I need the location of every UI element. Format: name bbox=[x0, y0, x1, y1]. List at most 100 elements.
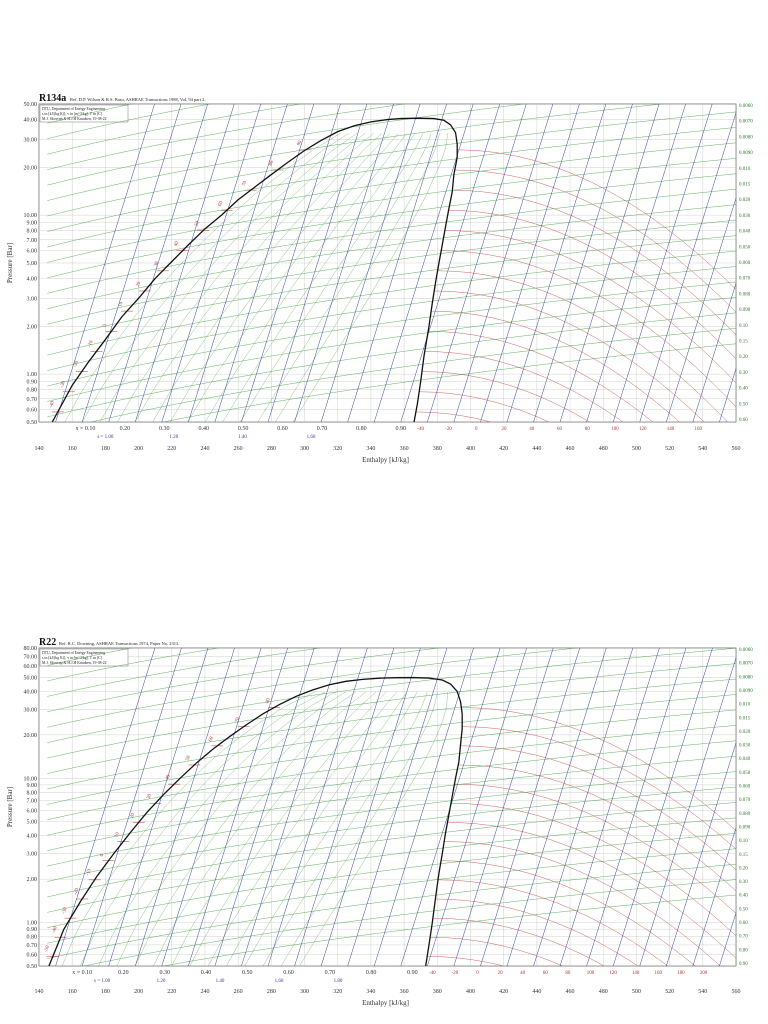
isochore-line bbox=[47, 694, 736, 790]
x-tick-label: 380 bbox=[433, 446, 442, 452]
isochore-dome-line bbox=[61, 691, 315, 966]
y-tick-label: 3.00 bbox=[27, 852, 38, 858]
isotherm-line bbox=[430, 937, 564, 966]
isotherm-line bbox=[457, 149, 736, 290]
x-tick-label: 500 bbox=[632, 446, 641, 452]
isochore-line bbox=[47, 104, 526, 186]
isotherm-label: -20 bbox=[73, 887, 80, 895]
isotherm-x-label: 100 bbox=[611, 427, 619, 432]
y-tick-label: 6.00 bbox=[27, 808, 38, 814]
isochore-line bbox=[47, 250, 736, 356]
x-tick-label: 240 bbox=[200, 446, 209, 452]
x-axis-label: Enthalpy [kJ/kg] bbox=[362, 456, 409, 464]
isentrope-line bbox=[267, 648, 368, 966]
saturation-dome bbox=[51, 117, 458, 422]
isentrope-line bbox=[55, 104, 155, 422]
volume-label: 0.40 bbox=[739, 894, 748, 899]
isentrope-line bbox=[692, 827, 736, 966]
isochore-line bbox=[47, 771, 736, 867]
isotherm-x-label: -20 bbox=[445, 427, 452, 432]
isotherm-line bbox=[460, 745, 736, 871]
isochore-line bbox=[47, 740, 736, 836]
quality-label: 0.80 bbox=[366, 970, 377, 976]
isochore-line bbox=[47, 173, 736, 279]
entropy-label: 1.60 bbox=[307, 435, 316, 440]
volume-label: 0.050 bbox=[739, 245, 751, 250]
isochore-line bbox=[47, 802, 736, 898]
x-tick-label: 220 bbox=[167, 989, 176, 995]
volume-label: 0.050 bbox=[739, 771, 751, 776]
isochore-dome-line bbox=[187, 133, 399, 422]
isentrope-line bbox=[400, 648, 501, 966]
entropy-label: 1.80 bbox=[334, 979, 343, 984]
x-tick-label: 260 bbox=[234, 446, 243, 452]
quality-label: 0.60 bbox=[283, 970, 294, 976]
isotherm-label: 0 bbox=[100, 853, 106, 858]
isochore-line bbox=[47, 104, 302, 155]
isotherm-x-label: 0 bbox=[476, 971, 479, 976]
y-tick-label: 2.00 bbox=[27, 324, 38, 330]
isotherm-x-label: 180 bbox=[677, 971, 685, 976]
y-tick-label: 7.00 bbox=[27, 238, 38, 244]
isochore-dome-line bbox=[292, 133, 449, 422]
volume-label: 0.10 bbox=[739, 324, 748, 329]
isochore-dome-line bbox=[135, 691, 356, 966]
isotherm-line bbox=[441, 250, 736, 408]
isotherm-x-label: 20 bbox=[501, 427, 507, 432]
isentrope-line bbox=[586, 104, 686, 422]
x-tick-label: 360 bbox=[400, 989, 409, 995]
isochore-line bbox=[83, 879, 736, 966]
isentrope-line bbox=[294, 104, 394, 422]
isochore-line bbox=[47, 281, 736, 387]
entropy-label: 1.20 bbox=[170, 435, 179, 440]
isentrope-line bbox=[533, 104, 633, 422]
isochore-line bbox=[47, 104, 212, 139]
volume-label: 0.030 bbox=[739, 744, 751, 749]
isotherm-label: -50 bbox=[44, 945, 51, 953]
isotherm-label: 40 bbox=[165, 774, 172, 781]
isochores bbox=[47, 648, 736, 966]
isochore-line bbox=[47, 678, 736, 774]
y-tick-label: 20.00 bbox=[24, 733, 38, 739]
isochore-line bbox=[47, 648, 220, 682]
quality-label: 0.40 bbox=[201, 970, 212, 976]
isochore-line bbox=[47, 219, 736, 325]
y-tick-label: 8.00 bbox=[27, 790, 38, 796]
x-tick-label: 440 bbox=[532, 446, 541, 452]
y-tick-label: 9.00 bbox=[27, 220, 38, 226]
entropy-label: 1.40 bbox=[238, 435, 247, 440]
isentrope-line bbox=[453, 104, 554, 422]
isotherm-label: 50 bbox=[186, 755, 193, 762]
x-tick-label: 460 bbox=[566, 989, 575, 995]
y-tick-label: 30.00 bbox=[24, 707, 38, 713]
isotherm-x-label: 60 bbox=[557, 427, 563, 432]
volume-label: 0.15 bbox=[739, 853, 748, 858]
quality-label: 0.50 bbox=[242, 970, 253, 976]
quality-label: 0.90 bbox=[396, 426, 407, 432]
isentrope-line bbox=[81, 648, 182, 966]
quality-label: 0.80 bbox=[356, 426, 367, 432]
volume-label: 0.15 bbox=[739, 340, 748, 345]
saturation-dome bbox=[48, 676, 463, 966]
x-tick-label: 200 bbox=[134, 446, 143, 452]
isochore-line bbox=[47, 235, 736, 340]
volume-label: 0.70 bbox=[739, 935, 748, 940]
isochore-line bbox=[47, 786, 736, 882]
quality-label: 0.50 bbox=[238, 426, 249, 432]
isentrope-line bbox=[320, 648, 421, 966]
isotherm-line bbox=[419, 391, 550, 422]
isentrope-line bbox=[214, 648, 315, 966]
x-tick-label: 560 bbox=[732, 989, 741, 995]
isentrope-line bbox=[639, 111, 736, 422]
isochore-dome-line bbox=[205, 133, 407, 422]
x-tick-label: 420 bbox=[499, 446, 508, 452]
isotherm-line bbox=[450, 803, 736, 937]
isentrope-line bbox=[267, 104, 368, 422]
volume-label: 0.020 bbox=[739, 730, 751, 735]
isotherm-x-label: 120 bbox=[609, 971, 617, 976]
volume-label: 0.0070 bbox=[739, 662, 753, 667]
chart-title: R22 bbox=[39, 637, 56, 648]
isochore-line bbox=[47, 709, 736, 805]
isotherm-x-label: 20 bbox=[498, 971, 504, 976]
